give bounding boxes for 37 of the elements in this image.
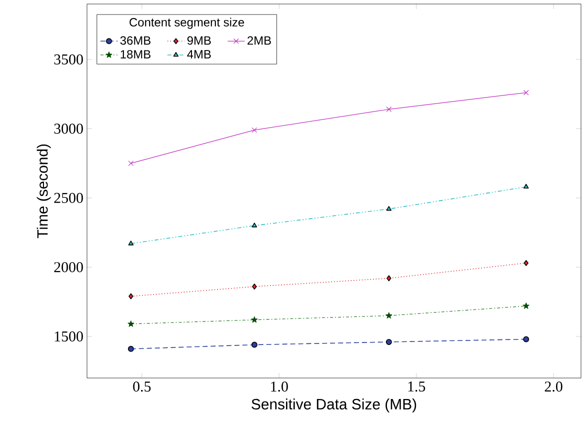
y-tick-label: 3000 (54, 124, 83, 134)
point (523, 336, 530, 342)
x-tick-label: 1.5 (408, 382, 426, 392)
point (386, 338, 392, 345)
legend-title: Content segment size (130, 18, 244, 29)
y-tick-label: 3500 (54, 54, 83, 64)
x-tick-label: 1.0 (271, 382, 288, 392)
point (386, 106, 392, 112)
legend-label: 4MB (187, 50, 211, 58)
x-tick-label: 0.5 (133, 382, 151, 392)
point (524, 260, 528, 266)
x-tick-label: 2.0 (544, 382, 562, 392)
y-tick-label: 2000 (54, 262, 83, 272)
point (386, 312, 392, 318)
point (252, 222, 258, 228)
y-tick-label: 1500 (54, 331, 83, 342)
legend-label: 18MB (120, 50, 150, 59)
point (128, 240, 134, 246)
point (128, 160, 134, 166)
x-axis-title: Sensitive Data Size (MB) (252, 398, 416, 412)
y-tick-label: 2500 (54, 192, 83, 203)
y-axis-title: Time (second) (36, 144, 51, 238)
point (386, 206, 392, 211)
legend-label: 36MB (120, 36, 150, 45)
point (128, 346, 134, 352)
point (522, 302, 530, 309)
point (252, 127, 258, 133)
point (386, 275, 392, 282)
point (523, 184, 529, 189)
point (523, 90, 529, 96)
point (252, 284, 257, 290)
legend-label: 2MB (248, 36, 271, 45)
point (251, 316, 258, 323)
legend-label: 9MB (187, 36, 211, 45)
point (128, 293, 134, 300)
point (128, 320, 134, 327)
point (251, 342, 258, 348)
